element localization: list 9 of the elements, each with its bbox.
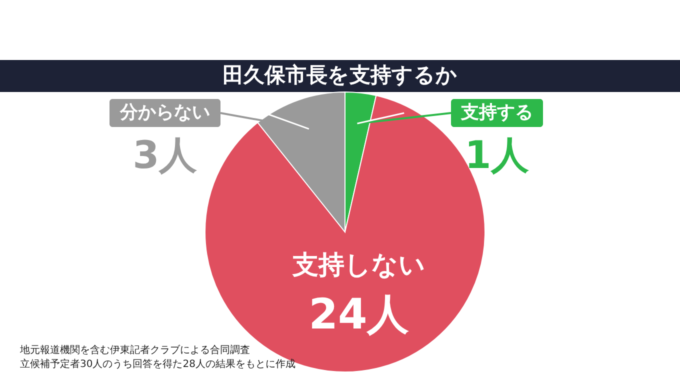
data-label: 1人: [464, 133, 530, 177]
slice-label: 支持しない: [292, 250, 426, 280]
data-label: 3人: [132, 133, 198, 177]
slice-label: 分からない: [119, 102, 210, 123]
text: 立候補予定者30人のうち回答を得た28人の結果をもとに作成: [20, 358, 296, 370]
slice-label: 支持する: [460, 102, 533, 123]
text: 地元報道機関を含む伊東記者クラブによる合同調査: [19, 344, 250, 356]
data-label: 24人: [308, 289, 410, 338]
chart-title: 田久保市長を支持するか: [222, 63, 458, 87]
